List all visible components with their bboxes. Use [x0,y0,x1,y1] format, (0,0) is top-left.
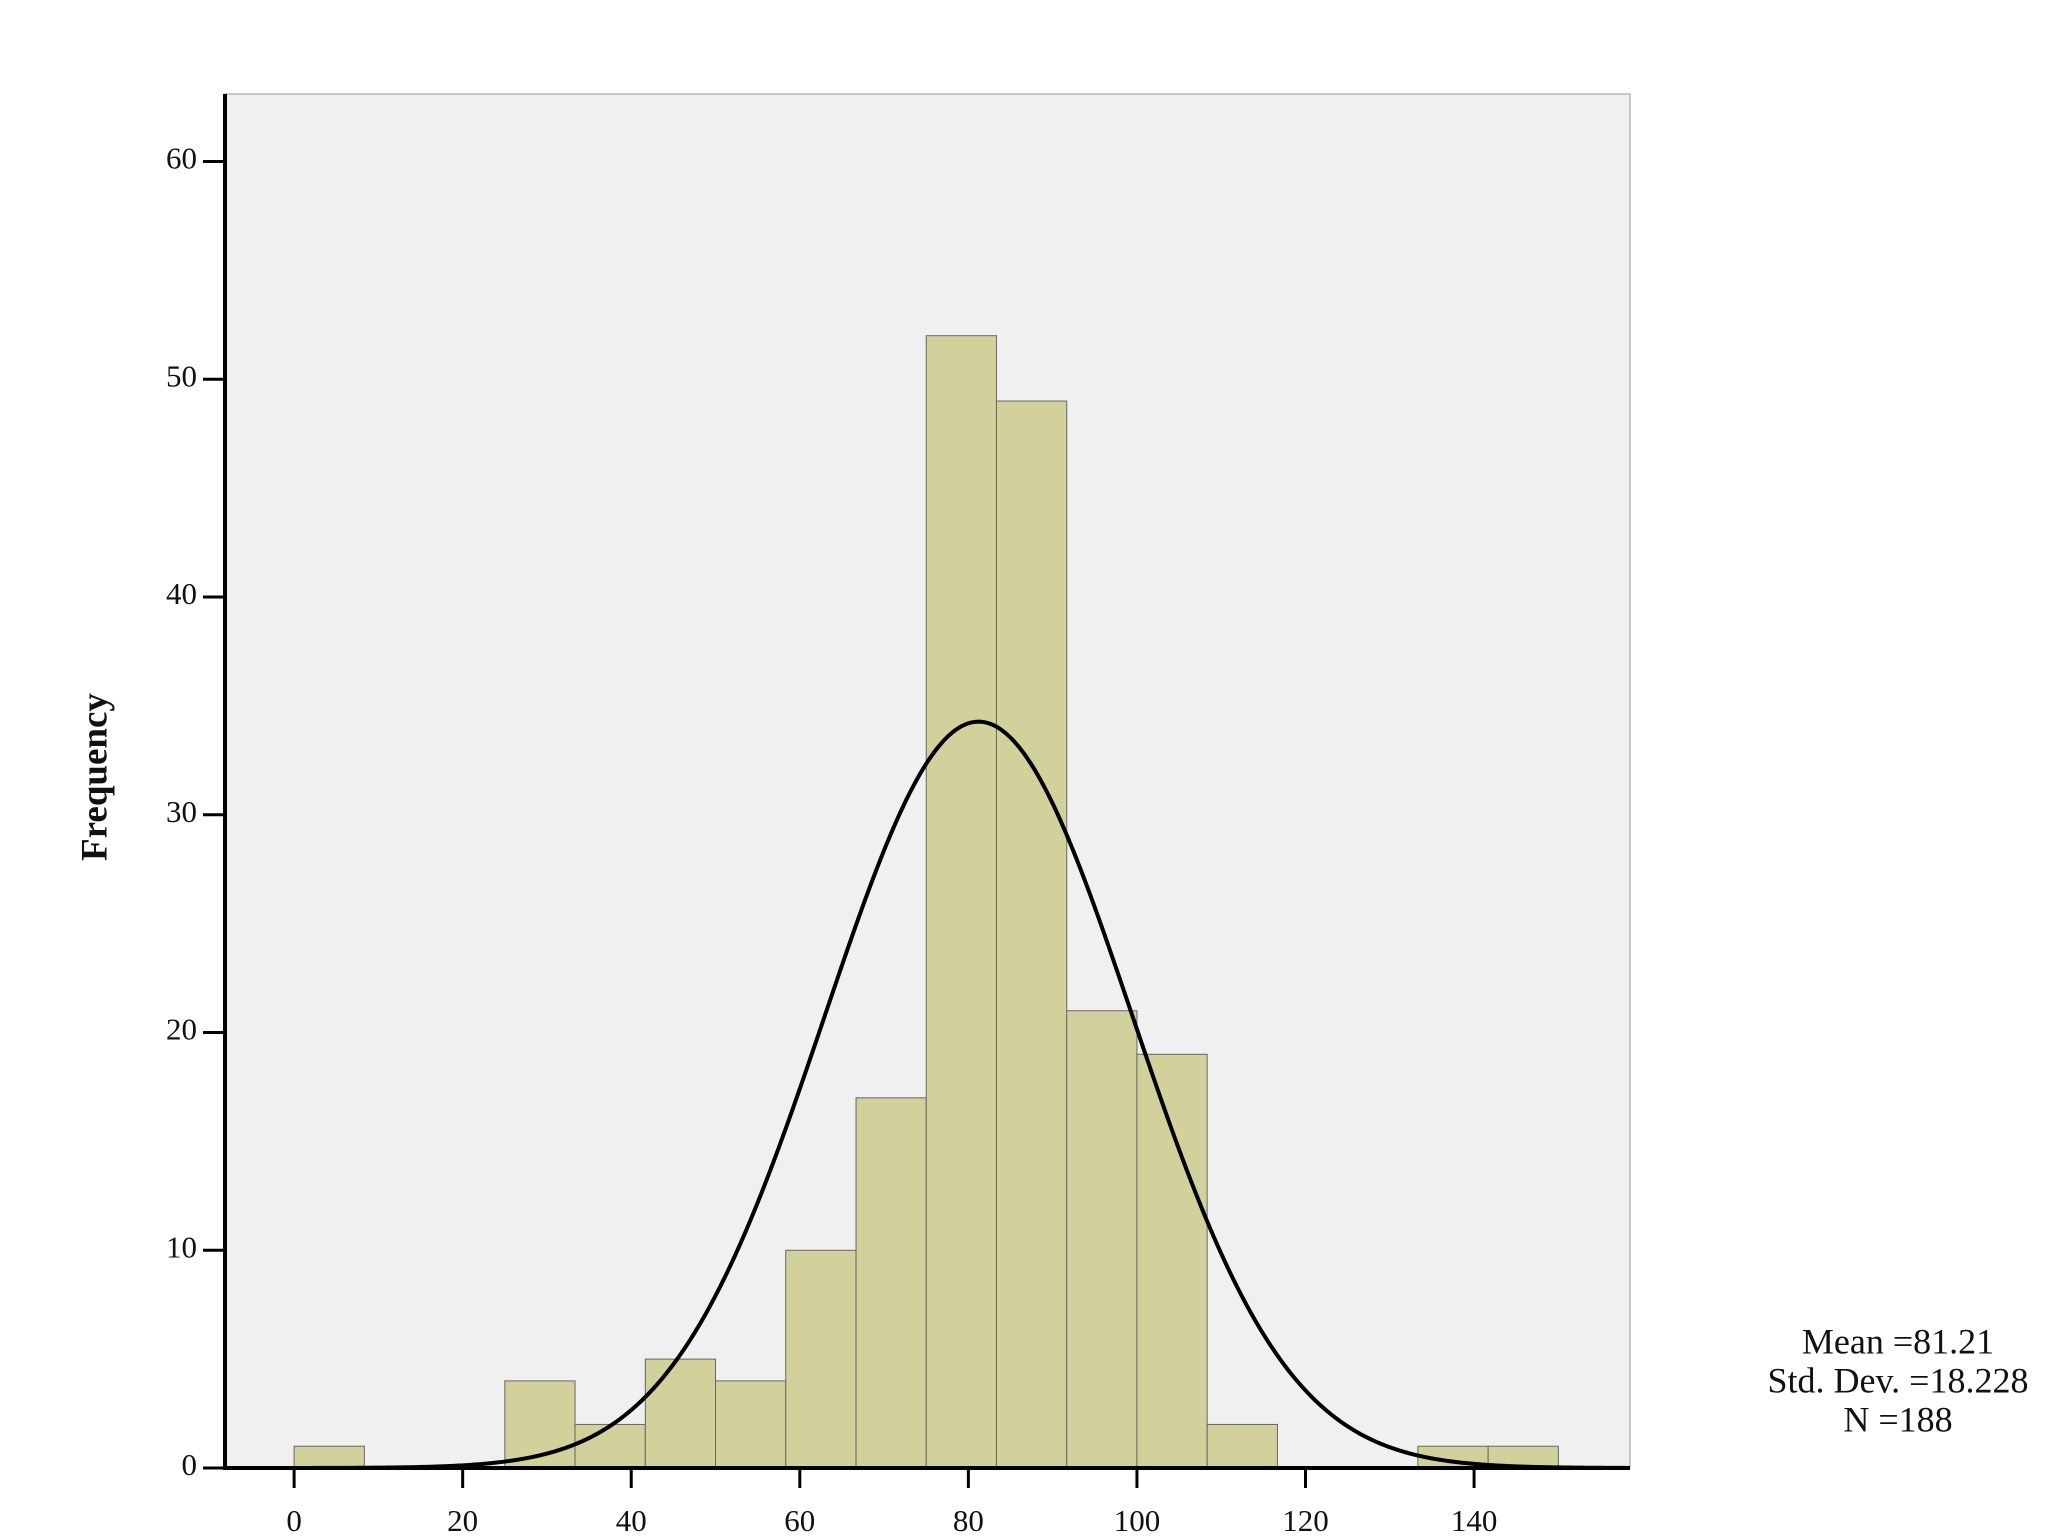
x-tick-label: 40 [616,1503,647,1536]
y-tick-label: 60 [166,141,197,176]
y-tick-label: 50 [166,358,197,393]
normal-curve [225,719,1629,1470]
bar [1066,1010,1138,1469]
y-tick-label: 40 [166,576,197,611]
x-tick-label: 100 [1114,1503,1161,1536]
y-tick-label: 0 [182,1447,198,1482]
x-tick-label: 60 [784,1503,815,1536]
y-axis-label: Frequency [74,693,115,861]
y-tick-label: 30 [166,794,197,829]
bar [785,1249,857,1469]
x-tick-label: 80 [953,1503,984,1536]
bar [1206,1423,1278,1469]
bar [995,400,1068,1469]
bar [715,1380,787,1469]
bar [644,1358,717,1469]
y-tick-label: 10 [166,1229,197,1264]
stats-label: N =188 [1843,1399,1952,1439]
x-tick-label: 140 [1451,1503,1498,1536]
bar [855,1097,927,1469]
x-tick-label: 120 [1282,1503,1329,1536]
bar [1136,1053,1208,1469]
bar [925,335,997,1469]
x-tick-label: 20 [447,1503,478,1536]
y-tick-label: 20 [166,1012,197,1047]
stats-label: Mean =81.21 [1802,1321,1994,1361]
x-tick-label: 0 [286,1503,302,1536]
bar [574,1423,646,1469]
bar [293,1445,365,1469]
stats-label: Std. Dev. =18.228 [1768,1360,2029,1400]
